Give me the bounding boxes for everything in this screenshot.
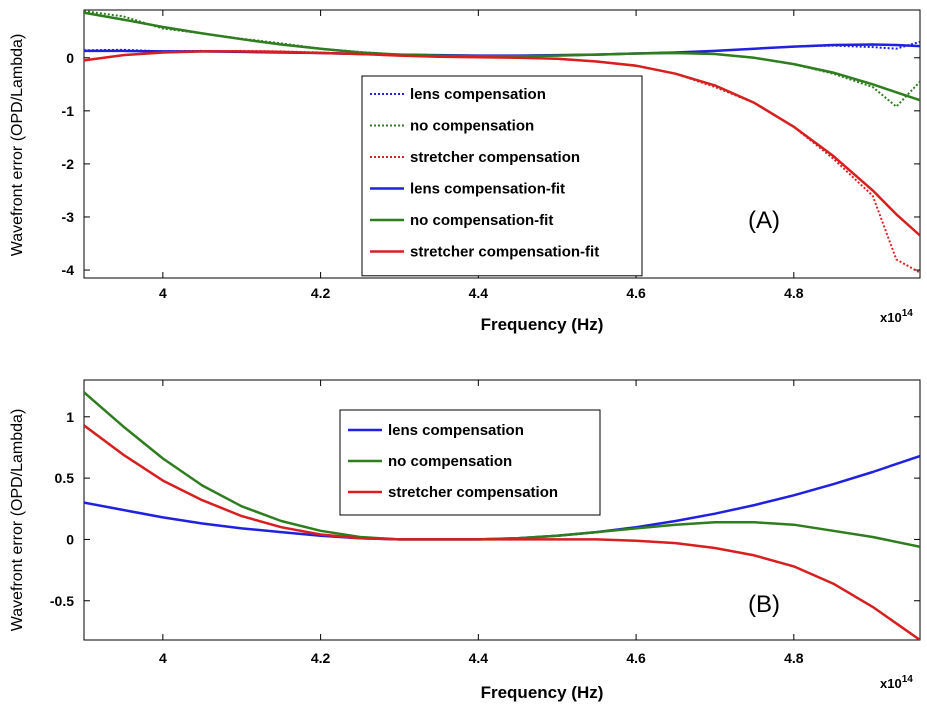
x-tick-label: 4 <box>159 650 167 666</box>
legend-label: lens compensation-fit <box>410 181 565 198</box>
legend-label: stretcher compensation-fit <box>410 244 599 261</box>
x-tick-label: 4.8 <box>784 650 804 666</box>
x-tick-label: 4.8 <box>784 285 804 301</box>
x-tick-label: 4.6 <box>626 285 646 301</box>
x-tick-label: 4.4 <box>469 650 489 666</box>
x-tick-label: 4.4 <box>469 285 489 301</box>
panel-label: (A) <box>748 207 780 234</box>
legend-box <box>361 75 643 277</box>
x-tick-label: 4.2 <box>311 650 331 666</box>
y-tick-label: 0 <box>66 50 74 66</box>
y-tick-label: -4 <box>62 262 75 278</box>
legend-label: lens compensation <box>410 86 546 103</box>
x-tick-label: 4.6 <box>626 650 646 666</box>
x-exponent-label: x1014 <box>880 674 913 691</box>
panel-label: (B) <box>748 591 780 618</box>
y-tick-label: -3 <box>62 209 75 225</box>
y-axis-title: Wavefront error (OPD/Lambda) <box>9 409 26 632</box>
x-exponent-base: x10 <box>880 310 902 325</box>
legend-box <box>339 409 601 516</box>
legend-label: no compensation <box>388 453 512 470</box>
y-tick-label: 0 <box>66 531 74 547</box>
legend-label: stretcher compensation <box>388 484 558 501</box>
x-exponent-base: x10 <box>880 676 902 691</box>
legend-label: stretcher compensation <box>410 149 580 166</box>
plot-frame-0 <box>83 9 921 279</box>
x-axis-title: Frequency (Hz) <box>481 315 604 334</box>
y-tick-label: 1 <box>66 409 74 425</box>
x-exponent-label: x1014 <box>880 308 913 325</box>
x-exponent-power: 14 <box>902 674 914 685</box>
y-axis-title: Wavefront error (OPD/Lambda) <box>9 34 26 257</box>
x-axis-title: Frequency (Hz) <box>481 683 604 702</box>
series-line-stretcher-compensation-fit <box>84 50 920 237</box>
x-tick-label: 4 <box>159 285 167 301</box>
legend-label: no compensation-fit <box>410 212 553 229</box>
y-tick-label: -1 <box>62 103 75 119</box>
series-line-stretcher-compensation <box>84 424 920 640</box>
x-tick-label: 4.2 <box>311 285 331 301</box>
series-line-lens-compensation <box>84 40 920 57</box>
legend-label: lens compensation <box>388 422 524 439</box>
x-exponent-power: 14 <box>902 308 914 319</box>
series-line-no-compensation-fit <box>84 11 920 102</box>
plot-frame-1 <box>83 379 921 641</box>
y-tick-label: -2 <box>62 156 75 172</box>
legend-label: no compensation <box>410 118 534 135</box>
series-line-lens-compensation-fit <box>84 43 920 57</box>
y-tick-label: -0.5 <box>50 593 74 609</box>
y-tick-label: 0.5 <box>55 470 75 486</box>
